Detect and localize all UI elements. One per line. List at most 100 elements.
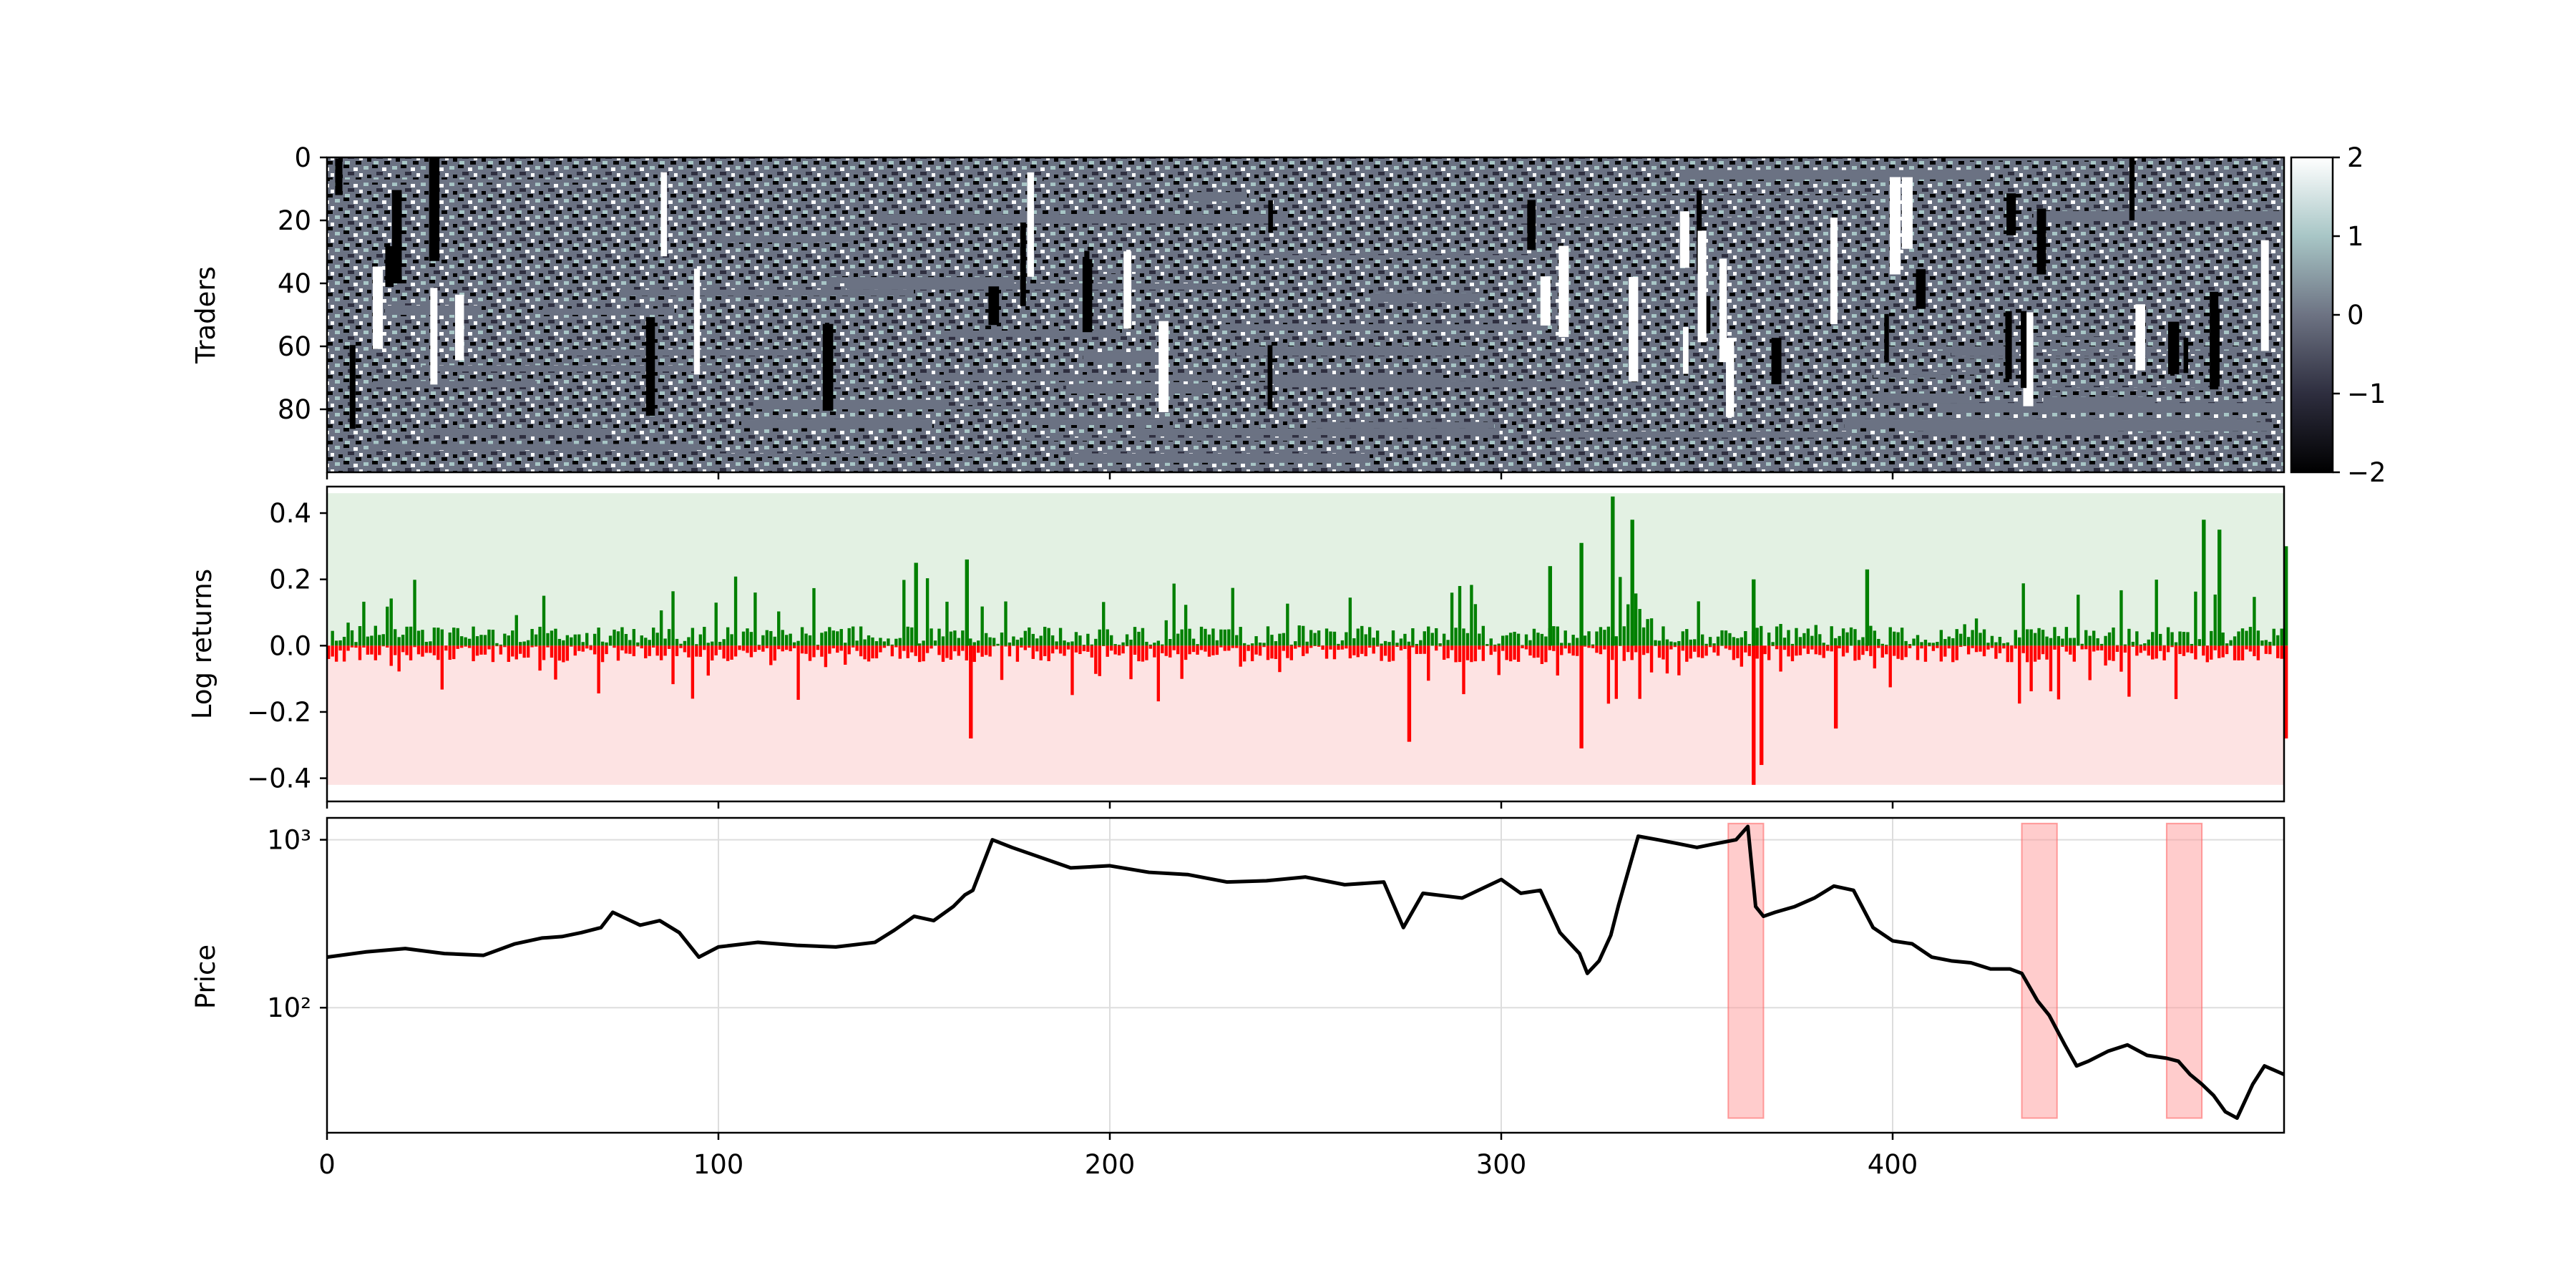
negative-return-bar xyxy=(1669,645,1673,650)
positive-return-bar xyxy=(652,628,655,646)
positive-return-bar xyxy=(1606,626,1611,646)
neutral-band xyxy=(1873,394,1970,404)
positive-return-bar xyxy=(1619,577,1622,646)
negative-return-bar xyxy=(2155,645,2158,659)
positive-return-bar xyxy=(1599,627,1603,646)
positive-return-bar xyxy=(1955,629,1958,646)
positive-return-bar xyxy=(820,633,824,646)
positive-return-bar xyxy=(1063,640,1066,646)
positive-return-bar xyxy=(1462,628,1465,646)
positive-return-bar xyxy=(342,636,346,646)
negative-return-bar xyxy=(930,645,933,649)
negative-return-bar xyxy=(436,645,440,660)
positive-return-bar xyxy=(1728,633,1732,646)
negative-return-bar xyxy=(1947,645,1951,649)
negative-return-bar xyxy=(2170,645,2174,648)
negative-return-bar xyxy=(698,645,703,657)
negative-return-bar xyxy=(472,645,475,662)
negative-return-bar xyxy=(1450,645,1454,650)
negative-return-bar xyxy=(1121,645,1125,654)
neutral-band xyxy=(1863,346,2250,350)
positive-return-bar xyxy=(475,636,479,646)
peak-return-bar xyxy=(1752,579,1756,646)
positive-return-bar xyxy=(464,637,467,646)
positive-return-bar xyxy=(1775,626,1779,646)
negative-return-bar xyxy=(1724,645,1728,649)
positive-return-bar xyxy=(526,640,530,646)
negative-return-bar xyxy=(1274,645,1278,659)
peak-return-bar xyxy=(2284,546,2288,646)
positive-return-bar xyxy=(1446,640,1450,646)
negative-return-bar xyxy=(718,645,722,650)
negative-return-bar xyxy=(405,645,409,655)
price-line xyxy=(326,824,2285,1121)
positive-return-bar xyxy=(1438,643,1442,646)
positive-return-bar xyxy=(338,640,342,646)
positive-return-bar xyxy=(1395,643,1399,646)
negative-return-bar xyxy=(781,645,784,652)
positive-return-bar xyxy=(1587,631,1591,646)
negative-return-bar xyxy=(1493,645,1497,652)
positive-return-bar xyxy=(1861,637,1865,646)
positive-return-bar xyxy=(1113,644,1117,646)
negative-return-bar xyxy=(733,645,738,657)
positive-return-bar xyxy=(1939,630,1943,646)
negative-return-bar xyxy=(683,645,687,653)
negative-return-bar xyxy=(1113,645,1117,655)
positive-return-bar xyxy=(616,631,620,646)
negative-return-bar xyxy=(1329,645,1332,650)
negative-return-bar xyxy=(511,645,514,657)
positive-return-bar xyxy=(1873,630,1877,646)
negative-return-bar xyxy=(1524,645,1528,650)
negative-return-bar xyxy=(616,645,620,661)
positive-return-bar xyxy=(1966,637,1971,646)
negative-return-bar xyxy=(1822,645,1825,658)
negative-return-bar xyxy=(961,645,965,651)
heatmap-y-label: Traders xyxy=(190,266,221,364)
positive-return-bar xyxy=(2147,639,2150,646)
positive-return-bar xyxy=(416,630,421,646)
price-x-axis: 0 100 200 300 400 xyxy=(318,472,1918,1180)
positive-return-bar xyxy=(1411,628,1415,646)
negative-return-bar xyxy=(1732,645,1736,660)
positive-return-bar xyxy=(1106,629,1109,646)
neutral-band xyxy=(1043,179,1156,183)
negative-return-bar xyxy=(378,645,381,655)
activity-stripe xyxy=(2260,240,2269,351)
positive-return-bar xyxy=(1963,624,1966,646)
activity-stripe xyxy=(430,288,438,385)
negative-return-bar xyxy=(1207,645,1211,657)
negative-return-bar xyxy=(374,645,378,660)
positive-return-bar xyxy=(1372,638,1375,646)
positive-return-bar xyxy=(370,635,374,646)
returns-y-tick-label: 0.4 xyxy=(269,498,311,529)
positive-return-bar xyxy=(381,634,385,646)
negative-return-bar xyxy=(1528,645,1532,656)
positive-return-bar xyxy=(1239,627,1242,646)
negative-return-bar xyxy=(2162,645,2166,660)
negative-return-bar xyxy=(624,645,628,654)
negative-return-bar xyxy=(871,645,874,659)
positive-return-bar xyxy=(2061,638,2064,646)
positive-return-bar xyxy=(1936,641,1939,646)
positive-return-bar xyxy=(1904,640,1908,646)
positive-return-bar xyxy=(334,640,338,646)
positive-return-bar xyxy=(2158,633,2162,646)
negative-return-bar xyxy=(1454,645,1458,663)
negative-return-bar xyxy=(1141,645,1145,662)
positive-return-bar xyxy=(2037,628,2041,646)
negative-return-bar xyxy=(1540,645,1544,664)
negative-return-bar xyxy=(620,645,624,650)
negative-return-bar xyxy=(1508,645,1513,662)
neutral-band xyxy=(1682,170,1991,180)
negative-return-bar xyxy=(2006,645,2010,663)
negative-return-bar xyxy=(1345,645,1348,649)
positive-return-bar xyxy=(898,638,902,646)
negative-return-bar xyxy=(1595,645,1599,653)
trough-return-bar xyxy=(1752,645,1756,785)
positive-return-bar xyxy=(1928,643,1931,646)
negative-return-bar xyxy=(358,645,362,660)
negative-return-bar xyxy=(2218,645,2221,658)
negative-return-bar xyxy=(538,645,542,671)
neutral-band xyxy=(1948,157,2110,161)
